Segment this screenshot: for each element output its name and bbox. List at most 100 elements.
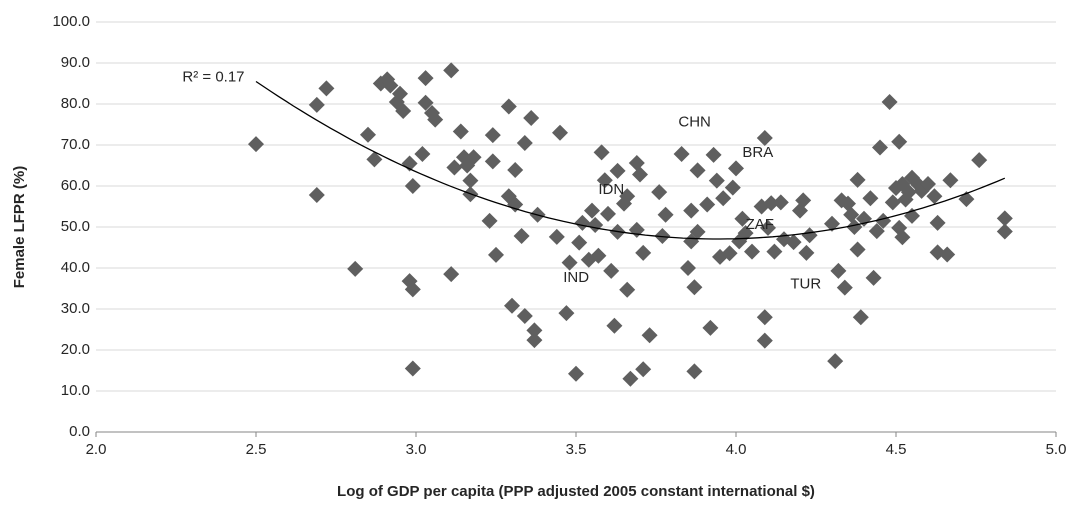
point [635, 361, 652, 378]
point [971, 152, 988, 169]
point [523, 109, 540, 126]
point [561, 254, 578, 271]
point [574, 214, 591, 231]
y-tick-label: 30.0 [61, 300, 90, 317]
point [756, 130, 773, 147]
x-axis-title: Log of GDP per capita (PPP adjusted 2005… [337, 483, 815, 500]
point [728, 160, 744, 177]
point [884, 194, 901, 211]
annotation: IDN [598, 181, 624, 198]
point [619, 281, 636, 298]
point [827, 353, 844, 370]
point [673, 146, 690, 163]
point [680, 260, 696, 276]
point [785, 234, 802, 251]
point [686, 363, 703, 380]
point [929, 244, 946, 261]
point [846, 219, 863, 235]
annotation: BRA [742, 144, 773, 161]
point [484, 153, 501, 170]
point [801, 227, 818, 244]
point [360, 126, 376, 143]
point [628, 221, 645, 238]
point [619, 188, 636, 205]
point [308, 96, 325, 113]
point [622, 370, 639, 387]
point [721, 245, 738, 262]
point [404, 178, 421, 194]
point [929, 214, 946, 231]
point [366, 151, 383, 168]
point [452, 123, 469, 140]
point [641, 327, 658, 344]
point [465, 149, 482, 166]
point [308, 187, 325, 204]
point [347, 260, 364, 277]
y-tick-label: 100.0 [52, 13, 90, 30]
y-tick-label: 0.0 [69, 423, 90, 440]
y-tick-label: 60.0 [61, 177, 90, 194]
point [708, 172, 725, 189]
point [939, 246, 956, 263]
point [900, 184, 917, 201]
point [548, 228, 565, 245]
point [920, 175, 936, 192]
point [766, 243, 783, 260]
point [657, 206, 674, 223]
point [772, 194, 789, 211]
point [836, 279, 853, 296]
point [427, 111, 444, 128]
point [417, 94, 434, 111]
point [724, 179, 741, 196]
point [756, 332, 773, 349]
y-tick-label: 40.0 [61, 259, 90, 276]
point [891, 133, 908, 150]
point [593, 144, 610, 161]
trendline [255, 80, 1006, 240]
y-tick-label: 20.0 [61, 341, 90, 358]
point [414, 146, 431, 163]
point [558, 305, 575, 322]
annotation: IND [563, 269, 589, 286]
point [248, 136, 264, 153]
point [744, 243, 760, 260]
y-axis-title: Female LFPR (%) [11, 166, 28, 289]
point [571, 234, 588, 251]
point [606, 317, 623, 334]
point [705, 146, 722, 163]
point [507, 162, 524, 179]
point [587, 216, 604, 233]
point [516, 307, 533, 324]
point [568, 365, 584, 382]
point [830, 262, 847, 279]
point [868, 223, 885, 240]
point [715, 190, 732, 207]
point [894, 229, 911, 246]
point [849, 241, 866, 258]
point [996, 210, 1013, 227]
point [798, 244, 815, 261]
x-tick-label: 3.0 [406, 441, 427, 458]
point [852, 309, 869, 326]
point [404, 360, 421, 377]
point [507, 196, 524, 213]
point [443, 266, 460, 283]
point [843, 206, 860, 223]
point [699, 196, 716, 213]
point [689, 223, 706, 240]
x-tick-label: 4.0 [726, 441, 747, 458]
point [488, 246, 504, 263]
point [395, 102, 412, 119]
annotation: R² = 0.17 [182, 68, 244, 85]
x-tick-label: 3.5 [566, 441, 587, 458]
x-tick-label: 2.0 [86, 441, 107, 458]
point [763, 195, 780, 212]
point [552, 124, 568, 141]
point [526, 332, 543, 349]
annotation: TUR [790, 275, 821, 292]
y-tick-label: 10.0 [61, 382, 90, 399]
point [737, 225, 754, 242]
point [318, 80, 335, 97]
point [446, 159, 463, 176]
